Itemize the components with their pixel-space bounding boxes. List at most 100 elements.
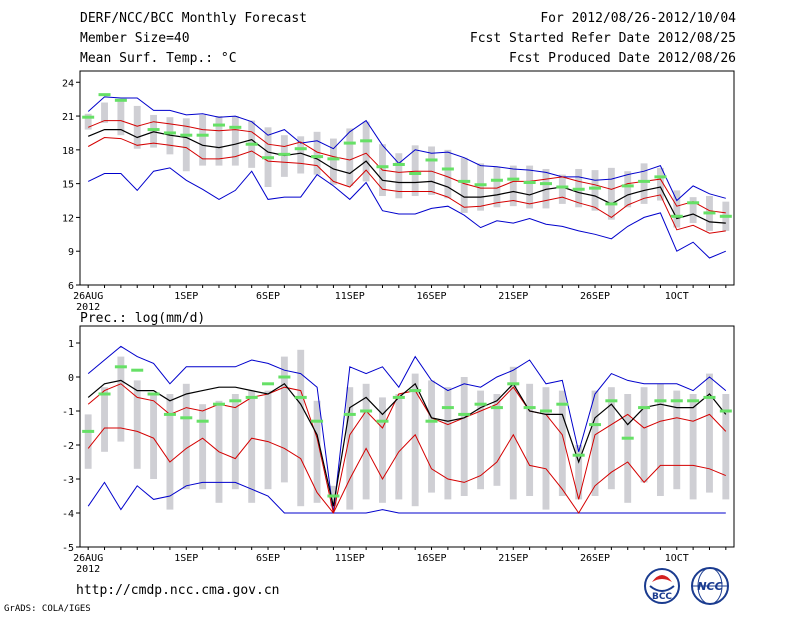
temperature-observed-mark: [327, 157, 340, 161]
temperature-ytick-label: 12: [62, 213, 74, 224]
precipitation-box: [722, 394, 730, 500]
precipitation-observed-mark: [523, 406, 536, 410]
temperature-observed-mark: [180, 133, 193, 137]
precipitation-observed-mark: [719, 409, 732, 413]
temperature-observed-mark: [458, 179, 471, 183]
temperature-observed-mark: [360, 139, 373, 143]
precipitation-box: [280, 356, 288, 483]
precipitation-observed-mark: [82, 429, 95, 433]
precipitation-box: [231, 394, 239, 490]
precipitation-observed-mark: [621, 436, 634, 440]
temperature-box: [395, 153, 403, 199]
precipitation-xtick-label: 16SEP: [416, 553, 446, 564]
temperature-ensemble-max-line: [87, 167, 726, 259]
precipitation-observed-mark: [163, 412, 176, 416]
temperature-box: [591, 170, 599, 211]
member-size: Member Size=40: [80, 31, 190, 46]
precipitation-ytick-label: -5: [62, 543, 74, 554]
precipitation-xtick-label: 11SEP: [335, 553, 365, 564]
grads-credit: GrADS: COLA/IGES: [4, 604, 91, 614]
precipitation-observed-mark: [360, 409, 373, 413]
precipitation-frame: [79, 325, 735, 548]
precipitation-xtick-label: 26SEP: [580, 553, 610, 564]
forecast-produced: Fcst Produced Date 2012/08/26: [509, 51, 736, 66]
precipitation-lower-spread-line: [87, 427, 726, 514]
precipitation-observed-mark: [703, 395, 716, 399]
precipitation-observed-mark: [539, 409, 552, 413]
precipitation-box: [313, 400, 321, 503]
temperature-box: [362, 121, 370, 182]
temperature-xtick-label: 1OCT: [665, 291, 689, 302]
temperature-upper-spread-line: [88, 120, 726, 214]
temperature-box: [117, 99, 125, 136]
temperature-lower-spread-line: [87, 136, 726, 234]
precipitation-box: [101, 387, 108, 452]
precipitation-box: [656, 383, 664, 496]
temperature-box: [182, 118, 190, 172]
temperature-observed-mark: [147, 128, 160, 132]
precipitation-observed-mark: [229, 399, 242, 403]
temperature-box: [133, 105, 141, 149]
temperature-observed-mark: [343, 141, 356, 145]
temperature-observed-mark: [278, 152, 291, 156]
temperature-observed-mark: [654, 175, 667, 179]
temperature-xtick-label: 16SEP: [416, 291, 446, 302]
precipitation-box: [558, 390, 566, 496]
precipitation-xtick-label: 6SEP: [256, 553, 280, 564]
temperature-ytick-label: 21: [62, 112, 74, 123]
precipitation-observed-mark: [262, 382, 275, 386]
precipitation-box: [624, 394, 632, 503]
precipitation-box: [297, 349, 305, 507]
precipitation-box: [428, 380, 435, 493]
source-url[interactable]: http://cmdp.ncc.cma.gov.cn: [76, 583, 280, 598]
temperature-ytick-label: 6: [68, 281, 74, 292]
precipitation-panel: -5 -4 -3 -2 -1 0 1 26AUG 2012 1SEP 6SEP 11SEP 16SEP 2…: [62, 325, 735, 575]
precipitation-box: [117, 356, 125, 442]
temperature-observed-mark: [507, 177, 520, 181]
temperature-observed-mark: [409, 171, 422, 175]
temperature-observed-mark: [556, 185, 569, 189]
precipitation-box: [689, 394, 697, 500]
precipitation-observed-mark: [490, 406, 503, 410]
precipitation-observed-mark: [458, 412, 471, 416]
temperature-xtick-label: 11SEP: [335, 291, 365, 302]
precipitation-box: [673, 390, 681, 490]
forecast-period: For 2012/08/26-2012/10/04: [540, 11, 736, 26]
temperature-xtick-label: 26AUG 2012: [73, 291, 103, 313]
precipitation-box: [84, 414, 92, 469]
temperature-observed-mark: [589, 186, 602, 190]
temperature-box: [558, 174, 566, 204]
ncc-logo: NCC: [691, 567, 729, 605]
precipitation-observed-mark: [670, 399, 683, 403]
precipitation-observed-mark: [572, 453, 585, 457]
precipitation-observed-mark: [245, 395, 258, 399]
temperature-observed-mark: [490, 178, 503, 182]
temperature-observed-mark: [621, 184, 634, 188]
precipitation-observed-mark: [294, 395, 307, 399]
temperature-label: Mean Surf. Temp.: °C: [80, 51, 237, 66]
precipitation-observed-mark: [196, 419, 209, 423]
temperature-observed-mark: [687, 201, 700, 205]
precipitation-box: [493, 394, 501, 486]
temperature-observed-mark: [245, 142, 258, 146]
precipitation-box: [346, 387, 354, 510]
precipitation-box: [150, 394, 158, 479]
precipitation-box: [411, 373, 419, 507]
temperature-box: [509, 165, 517, 207]
precipitation-xtick-label: 21SEP: [498, 553, 528, 564]
precipitation-box: [526, 383, 534, 496]
temperature-ytick-label: 24: [62, 78, 74, 89]
precipitation-observed-mark: [212, 402, 225, 406]
temperature-box: [84, 113, 92, 130]
precipitation-box: [379, 397, 386, 503]
precipitation-ytick-label: -1: [62, 407, 74, 418]
temperature-box: [477, 163, 485, 211]
precipitation-box: [199, 404, 207, 490]
temperature-observed-mark: [605, 202, 618, 206]
temperature-box: [329, 138, 337, 185]
logos: BCC NCC: [644, 567, 729, 605]
temperature-observed-mark: [703, 211, 716, 215]
temperature-box: [689, 197, 697, 224]
precipitation-box: [591, 390, 599, 496]
